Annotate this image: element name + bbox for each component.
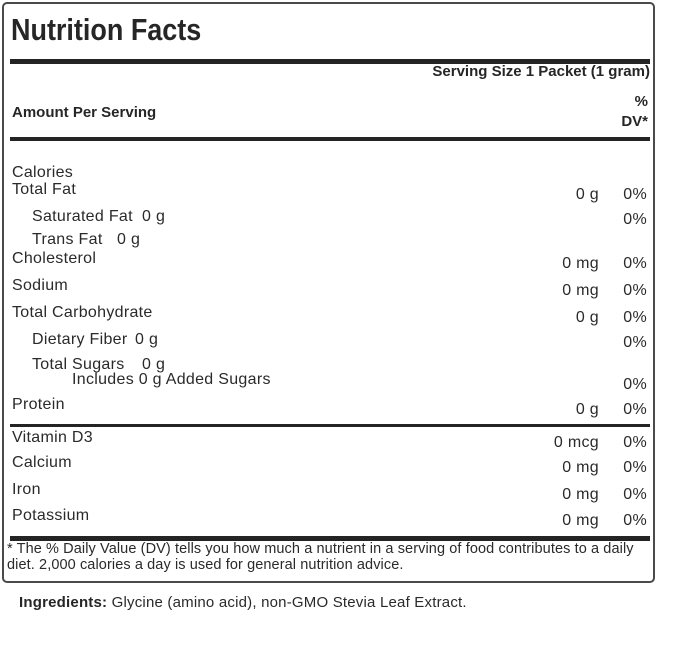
nutrient-label: Calories xyxy=(12,164,74,181)
nutrient-dv: 0% xyxy=(623,459,647,476)
nutrient-label: Saturated Fat xyxy=(32,208,133,225)
nutrient-amount: 0 mg xyxy=(562,255,599,272)
nutrient-label: Dietary Fiber xyxy=(32,331,128,348)
nutrient-amount: 0 mcg xyxy=(553,434,599,451)
header-thick-rule xyxy=(10,59,650,64)
nutrient-dv: 0% xyxy=(623,376,647,393)
nutrient-dv: 0% xyxy=(623,309,647,326)
amount-per-serving-heading: Amount Per Serving xyxy=(12,104,157,121)
nutrient-label: Iron xyxy=(12,481,41,498)
nutrient-label: Sodium xyxy=(12,277,69,294)
nutrient-amount: 0 g xyxy=(117,231,141,248)
ingredients-line: Ingredients: Glycine (amino acid), non-G… xyxy=(19,594,467,611)
nutrient-amount: 0 mg xyxy=(562,486,599,503)
header-bottom-rule xyxy=(10,137,650,141)
nutrient-row-iron: Iron 0 mg 0% xyxy=(0,481,679,503)
nutrient-row-saturated-fat: Saturated Fat 0 g 0% xyxy=(0,208,679,230)
nutrient-dv: 0% xyxy=(623,211,647,228)
nutrient-dv: 0% xyxy=(623,434,647,451)
nutrient-dv: 0% xyxy=(623,255,647,272)
nutrient-amount: 0 mg xyxy=(562,459,599,476)
nutrient-dv: 0% xyxy=(623,186,647,203)
nutrition-facts-title: Nutrition Facts xyxy=(11,12,202,47)
nutrient-dv: 0% xyxy=(623,401,647,418)
nutrient-row-cholesterol: Cholesterol 0 mg 0% xyxy=(0,250,679,272)
nutrient-row-dietary-fiber: Dietary Fiber 0 g 0% xyxy=(0,331,679,353)
nutrient-row-trans-fat: Trans Fat 0 g xyxy=(0,231,679,253)
nutrient-amount: 0 mg xyxy=(562,512,599,529)
nutrient-label: Cholesterol xyxy=(12,250,97,267)
nutrient-amount: 0 g xyxy=(135,331,159,348)
nutrient-dv: 0% xyxy=(623,334,647,351)
daily-value-footnote: * The % Daily Value (DV) tells you how m… xyxy=(7,541,634,573)
daily-value-percent-heading: % xyxy=(634,93,648,110)
nutrient-row-total-fat: Total Fat 0 g 0% xyxy=(0,181,679,203)
nutrient-amount: 0 g xyxy=(142,208,166,225)
footnote-thick-rule xyxy=(10,536,650,541)
nutrient-amount: 0 g xyxy=(575,401,599,418)
nutrient-dv: 0% xyxy=(623,512,647,529)
nutrient-label: Calcium xyxy=(12,454,72,471)
nutrient-label: Includes 0 g Added Sugars xyxy=(72,371,271,388)
nutrient-row-potassium: Potassium 0 mg 0% xyxy=(0,507,679,529)
nutrient-amount: 0 g xyxy=(575,309,599,326)
nutrition-facts-box xyxy=(2,2,655,583)
nutrient-row-sodium: Sodium 0 mg 0% xyxy=(0,277,679,299)
nutrient-dv: 0% xyxy=(623,486,647,503)
nutrient-row-calcium: Calcium 0 mg 0% xyxy=(0,454,679,476)
nutrient-row-total-sugars: Total Sugars 0 g xyxy=(0,356,679,378)
nutrient-row-protein: Protein 0 g 0% xyxy=(0,396,679,418)
serving-size-text: Serving Size 1 Packet (1 gram) xyxy=(432,63,650,80)
nutrient-label: Total Fat xyxy=(12,181,77,198)
nutrient-amount: 0 mg xyxy=(562,282,599,299)
ingredients-text: Glycine (amino acid), non-GMO Stevia Lea… xyxy=(111,594,467,611)
daily-value-dv-heading: DV* xyxy=(621,113,648,130)
nutrient-row-calories: Calories xyxy=(0,164,679,186)
nutrient-amount: 0 g xyxy=(575,186,599,203)
nutrient-label: Total Sugars xyxy=(32,356,125,373)
nutrient-label: Potassium xyxy=(12,507,90,524)
nutrient-label: Protein xyxy=(12,396,65,413)
nutrient-dv: 0% xyxy=(623,282,647,299)
nutrient-label: Total Carbohydrate xyxy=(12,304,153,321)
nutrient-row-added-sugars: Includes 0 g Added Sugars 0% xyxy=(0,371,679,393)
nutrient-row-total-carbohydrate: Total Carbohydrate 0 g 0% xyxy=(0,304,679,326)
nutrient-row-vitamin-d3: Vitamin D3 0 mcg 0% xyxy=(0,429,679,451)
nutrient-label: Trans Fat xyxy=(32,231,103,248)
ingredients-label: Ingredients: xyxy=(19,594,108,611)
nutrient-label: Vitamin D3 xyxy=(12,429,93,446)
micronutrient-divider-rule xyxy=(10,424,650,427)
nutrient-amount: 0 g xyxy=(142,356,166,373)
